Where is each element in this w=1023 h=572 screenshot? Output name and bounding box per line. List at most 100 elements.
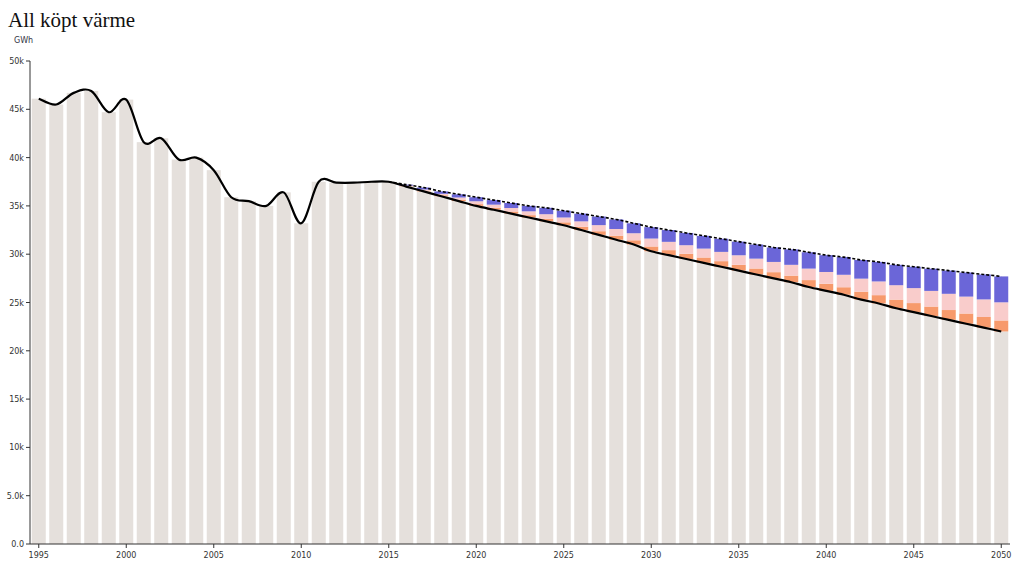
y-tick-label: 15k — [9, 395, 24, 404]
bar — [784, 282, 798, 544]
bar — [312, 182, 326, 544]
bar — [32, 99, 46, 544]
bar — [977, 328, 991, 544]
bar — [819, 272, 833, 284]
bar — [977, 274, 991, 299]
x-tick — [563, 544, 564, 548]
bar — [872, 262, 886, 282]
x-tick — [913, 544, 914, 548]
y-tick — [26, 61, 30, 62]
bar — [609, 240, 623, 544]
bar — [522, 217, 536, 544]
y-tick — [26, 109, 30, 110]
x-tick-label: 2005 — [204, 551, 224, 560]
bar — [487, 210, 501, 544]
bar — [592, 225, 606, 231]
bar — [819, 291, 833, 544]
bar — [627, 245, 641, 544]
bar — [749, 274, 763, 544]
bar — [959, 297, 973, 314]
bar — [784, 249, 798, 264]
x-tick — [301, 544, 302, 548]
bar — [802, 269, 816, 280]
bar — [242, 201, 256, 544]
bar — [924, 316, 938, 544]
y-tick — [26, 399, 30, 400]
bar — [259, 206, 273, 544]
x-tick — [651, 544, 652, 548]
bar — [504, 208, 518, 211]
bar — [837, 257, 851, 275]
bar — [592, 235, 606, 544]
x-tick — [213, 544, 214, 548]
bar — [942, 271, 956, 294]
bar — [434, 196, 448, 544]
x-tick-label: 2045 — [904, 551, 924, 560]
bar — [644, 227, 658, 238]
bar — [522, 211, 536, 215]
y-tick-label: 35k — [9, 202, 24, 211]
y-tick-label: 25k — [9, 299, 24, 308]
bar — [329, 183, 343, 544]
x-axis — [30, 544, 1010, 545]
bar — [189, 158, 203, 544]
bar — [749, 259, 763, 269]
bar — [854, 300, 868, 544]
bar — [469, 206, 483, 544]
line — [39, 90, 1002, 332]
bar — [679, 233, 693, 245]
bar — [767, 247, 781, 261]
x-tick-label: 2040 — [816, 551, 836, 560]
bar — [154, 138, 168, 544]
bar — [469, 197, 483, 201]
bar — [662, 242, 676, 250]
bar — [347, 183, 361, 544]
bar — [417, 191, 431, 544]
bar — [452, 201, 466, 544]
x-tick — [476, 544, 477, 548]
bar — [662, 255, 676, 544]
bar — [714, 239, 728, 252]
bar — [889, 308, 903, 544]
x-tick-label: 2010 — [291, 551, 311, 560]
bar — [767, 262, 781, 272]
x-tick-label: 2030 — [641, 551, 661, 560]
bar — [732, 271, 746, 544]
bar — [907, 312, 921, 544]
bar — [924, 269, 938, 291]
y-tick-label: 10k — [9, 443, 24, 452]
bar — [872, 281, 886, 295]
bar — [119, 100, 133, 544]
bar — [539, 221, 553, 544]
y-tick-label: 30k — [9, 250, 24, 259]
bar — [749, 245, 763, 259]
bar — [504, 203, 518, 208]
bar — [802, 252, 816, 268]
bar — [102, 112, 116, 544]
y-tick-label: 20k — [9, 347, 24, 356]
bar — [994, 276, 1008, 302]
bar — [924, 291, 938, 307]
x-tick — [126, 544, 127, 548]
y-tick — [26, 205, 30, 206]
x-tick — [1001, 544, 1002, 548]
bar — [837, 275, 851, 287]
bar — [557, 225, 571, 544]
bar — [557, 217, 571, 222]
y-tick — [26, 544, 30, 545]
x-tick — [38, 544, 39, 548]
y-tick — [26, 495, 30, 496]
bar — [67, 93, 81, 544]
y-tick-label: 40k — [9, 154, 24, 163]
x-tick-label: 2000 — [116, 551, 136, 560]
bar — [679, 259, 693, 544]
bar — [802, 287, 816, 544]
plot-area — [32, 90, 1009, 544]
bar — [732, 242, 746, 256]
bar — [697, 249, 711, 258]
bar — [662, 230, 676, 242]
x-tick — [826, 544, 827, 548]
bar — [172, 160, 186, 544]
bar — [697, 263, 711, 544]
bar — [977, 299, 991, 317]
